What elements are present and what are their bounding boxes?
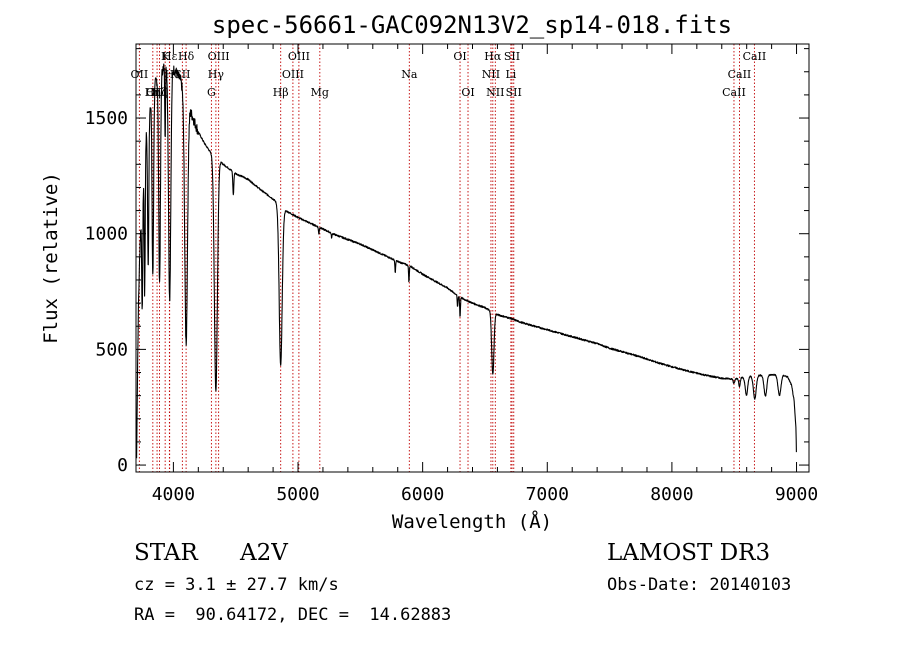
y-tick-label: 1500 bbox=[85, 108, 128, 129]
y-tick-labels: 0 500 1000 1500 bbox=[85, 108, 128, 476]
line-marker-label: OIII bbox=[282, 68, 304, 81]
line-marker-label: Na bbox=[401, 68, 418, 81]
axis-ticks bbox=[136, 44, 809, 472]
line-marker-label: CaII bbox=[743, 50, 767, 63]
line-marker-label: NII bbox=[486, 86, 504, 99]
x-tick-label: 8000 bbox=[650, 484, 693, 505]
x-tick-labels: 4000 5000 6000 7000 8000 9000 bbox=[152, 484, 819, 505]
chart-title: spec-56661-GAC092N13V2_sp14-018.fits bbox=[212, 11, 732, 39]
line-marker-label: OI bbox=[461, 86, 474, 99]
x-tick-label: 9000 bbox=[775, 484, 818, 505]
line-marker-label: K bbox=[161, 50, 170, 63]
line-marker-label: Hα bbox=[484, 50, 502, 63]
line-marker-label: Hβ bbox=[273, 86, 289, 99]
x-tick-label: 7000 bbox=[526, 484, 569, 505]
survey-name: LAMOST DR3 bbox=[607, 540, 770, 566]
line-marker-label: CaII bbox=[728, 68, 752, 81]
line-marker-label: Hδ bbox=[178, 50, 195, 63]
x-tick-label: 6000 bbox=[401, 484, 444, 505]
object-class: STAR bbox=[134, 540, 198, 566]
line-marker-label: Li bbox=[505, 68, 516, 81]
line-marker-label: G bbox=[207, 86, 216, 99]
obs-date-text: Obs-Date: 20140103 bbox=[607, 575, 791, 595]
line-marker-label: Mg bbox=[311, 86, 329, 99]
y-tick-label: 0 bbox=[117, 455, 128, 476]
y-tick-label: 1000 bbox=[85, 224, 128, 245]
line-marker-label: H bbox=[165, 68, 175, 81]
line-marker-label: CaII bbox=[722, 86, 746, 99]
line-marker-label: OIII bbox=[288, 50, 310, 63]
plot-frame bbox=[135, 43, 810, 473]
line-marker-label: OIII bbox=[208, 50, 230, 63]
line-markers bbox=[138, 44, 755, 472]
object-subclass: A2V bbox=[239, 540, 288, 566]
x-axis-label: Wavelength (Å) bbox=[392, 510, 552, 533]
x-tick-label: 4000 bbox=[152, 484, 195, 505]
line-marker-label: Hζ bbox=[152, 86, 168, 99]
line-marker-label: SII bbox=[506, 86, 522, 99]
coordinates-text: RA = 90.64172, DEC = 14.62883 bbox=[134, 605, 451, 625]
y-axis-label: Flux (relative) bbox=[40, 172, 62, 344]
line-marker-label: SII bbox=[504, 50, 520, 63]
redshift-text: cz = 3.1 ± 27.7 km/s bbox=[134, 575, 339, 595]
y-tick-label: 500 bbox=[95, 339, 128, 360]
line-marker-label: Hγ bbox=[208, 68, 225, 81]
x-tick-label: 5000 bbox=[276, 484, 319, 505]
flux-series-line bbox=[136, 63, 797, 459]
line-marker-label: OI bbox=[453, 50, 466, 63]
line-marker-label: OII bbox=[131, 68, 149, 81]
line-marker-label: NII bbox=[482, 68, 500, 81]
